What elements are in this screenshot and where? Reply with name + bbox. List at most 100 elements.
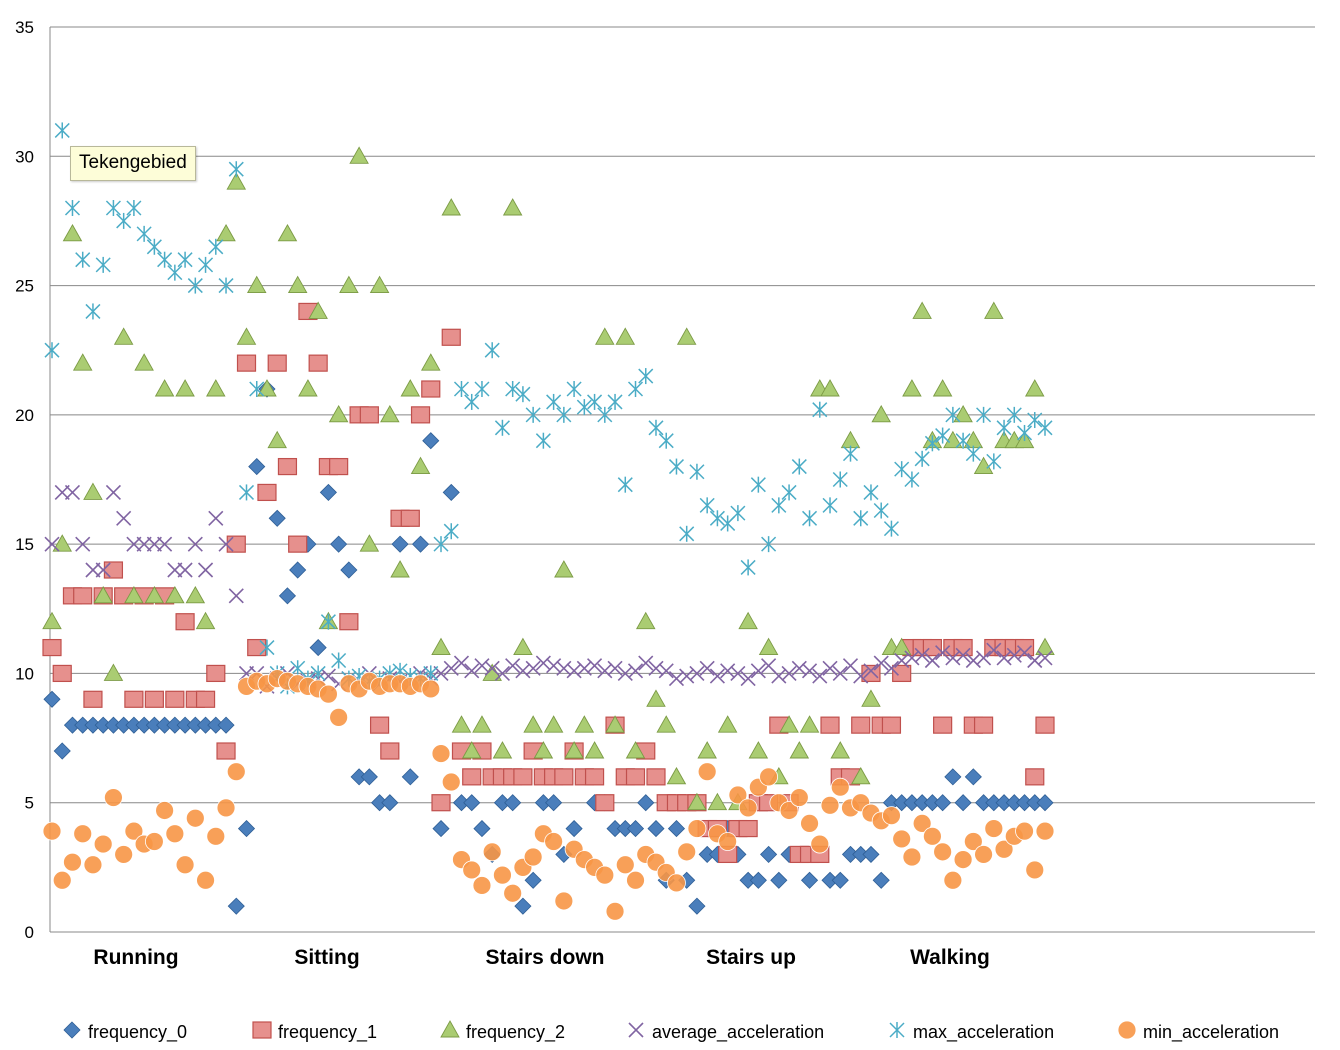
frequency_2-point	[154, 379, 175, 397]
max_acceleration-point	[218, 277, 234, 294]
frequency_2-point	[1024, 379, 1045, 397]
average_acceleration-point	[965, 652, 981, 669]
min_acceleration-point	[922, 826, 942, 846]
frequency_1-point	[933, 716, 953, 734]
legend-marker	[252, 1021, 272, 1039]
frequency_2-point	[421, 353, 441, 371]
average_acceleration-point	[638, 655, 654, 671]
min_acceleration-point	[738, 798, 758, 818]
marker-stroke	[494, 665, 510, 681]
marker-stroke	[607, 660, 623, 676]
min_acceleration-point	[984, 819, 1004, 838]
frequency_1-point	[206, 664, 226, 683]
max_acceleration-point	[474, 381, 490, 397]
y-tick-label: 35	[15, 18, 34, 37]
legend-marker	[63, 1021, 81, 1039]
frequency_2-point	[738, 611, 758, 630]
min_acceleration-point	[963, 832, 983, 851]
marker-stroke	[842, 658, 859, 674]
series-max_acceleration	[44, 122, 1053, 695]
frequency_2-point	[676, 327, 697, 345]
marker-stroke	[576, 660, 592, 676]
max_acceleration-point	[535, 432, 551, 449]
frequency_2-point	[380, 404, 400, 423]
average_acceleration-point	[904, 650, 920, 666]
frequency_2-point	[646, 689, 666, 707]
frequency_0-point	[504, 794, 522, 812]
frequency_2-point	[308, 301, 328, 319]
frequency_0-point	[381, 794, 399, 812]
marker-stroke	[658, 663, 674, 679]
frequency_0-point	[749, 871, 767, 889]
x-axis-category-labels: Running Sitting Stairs down Stairs up Walkin…	[93, 946, 989, 969]
frequency_2-point	[717, 715, 738, 733]
frequency_1-point	[1035, 716, 1055, 734]
max_acceleration-point	[208, 238, 224, 255]
max_acceleration-point	[802, 510, 818, 527]
frequency_2-point	[216, 223, 236, 242]
max_acceleration-point	[822, 497, 838, 514]
frequency_2-point	[72, 353, 93, 371]
marker-stroke	[771, 668, 787, 684]
min_acceleration-point	[994, 839, 1014, 859]
average_acceleration-point	[116, 510, 132, 526]
marker-stroke	[1006, 647, 1022, 663]
frequency_1-point	[83, 690, 103, 708]
frequency_1-point	[851, 716, 871, 734]
average_acceleration-point	[986, 642, 1002, 658]
max_acceleration-point	[310, 665, 326, 682]
max_acceleration-point	[924, 435, 940, 452]
max_acceleration-point	[146, 238, 162, 255]
frequency_2-point	[144, 585, 165, 604]
average_acceleration-point	[474, 658, 490, 674]
max_acceleration-point	[812, 401, 828, 418]
average_acceleration-point	[1006, 647, 1022, 663]
average_acceleration-point	[699, 660, 715, 676]
frequency_1-point	[288, 535, 308, 553]
frequency_1-point	[973, 716, 994, 734]
max_acceleration-point	[689, 463, 705, 480]
marker-stroke	[996, 650, 1012, 666]
frequency_2-point	[195, 611, 216, 630]
max_acceleration-point	[64, 200, 81, 216]
min_acceleration-point	[319, 684, 338, 704]
average_acceleration-point	[576, 660, 592, 676]
frequency_1-point	[144, 690, 164, 708]
frequency_2-point	[513, 637, 533, 656]
max_acceleration-point	[658, 432, 674, 449]
frequency_2-point	[932, 379, 953, 397]
frequency_0-point	[637, 794, 655, 812]
frequency_2-point	[42, 611, 62, 630]
frequency_0-point	[309, 639, 327, 657]
marker-stroke	[965, 652, 981, 669]
frequency_0-point	[432, 820, 450, 838]
marker-stroke	[689, 665, 705, 681]
legend-item-max_acceleration: max_acceleration	[889, 1022, 1054, 1043]
min_acceleration-point	[472, 876, 492, 895]
frequency_1-point	[881, 716, 902, 734]
frequency_2-point	[185, 585, 206, 604]
average_acceleration-point	[853, 668, 869, 684]
max_acceleration-point	[105, 200, 121, 216]
frequency_1-point	[380, 742, 400, 760]
average_acceleration-point	[320, 668, 336, 684]
min_acceleration-point	[73, 824, 93, 844]
y-tick-label: 20	[15, 406, 34, 425]
average_acceleration-point	[1037, 650, 1053, 666]
marker-stroke	[228, 588, 244, 604]
max_acceleration-point	[935, 427, 951, 444]
frequency_0-point	[360, 768, 378, 786]
max_acceleration-point	[761, 536, 777, 553]
frequency_2-point	[62, 223, 83, 242]
frequency_0-point	[954, 794, 972, 812]
marker-stroke	[904, 650, 920, 666]
average_acceleration-point	[44, 536, 60, 552]
min_acceleration-point	[93, 834, 113, 854]
marker-stroke	[1037, 650, 1053, 666]
frequency_0-point	[770, 871, 788, 889]
frequency_2-point	[912, 301, 932, 319]
min_acceleration-point	[226, 762, 246, 782]
frequency_0-point	[934, 794, 952, 812]
marker-stroke	[832, 665, 848, 681]
legend: frequency_0 frequency_1 frequency_2 average…	[63, 1020, 1279, 1043]
